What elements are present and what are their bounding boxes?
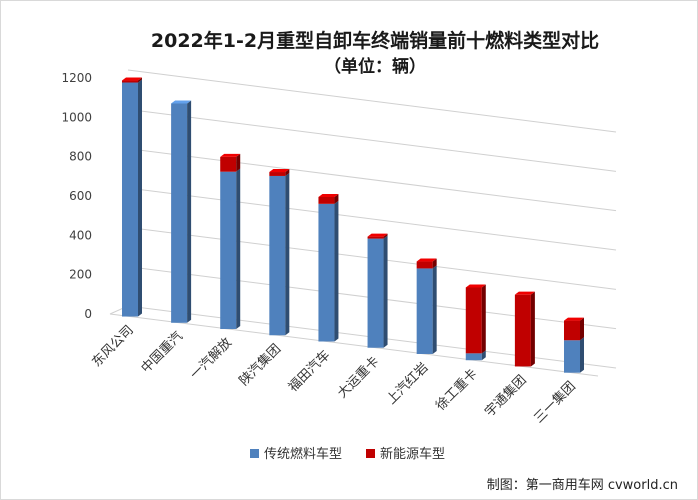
category-label: 徐工重卡 [433,366,481,414]
bar-segment [220,171,237,330]
bar-segment [367,236,384,239]
y-tick-label: 0 [84,307,92,321]
bar-group [416,258,437,354]
legend-label: 传统燃料车型 [264,446,342,462]
bar-group [465,284,486,361]
category-label: 大运重卡 [334,353,382,401]
bar-segment-side [481,350,486,361]
y-tick-label: 600 [69,189,92,203]
category-label: 上汽红岩 [383,359,431,407]
bar-segment [514,294,531,367]
legend-label: 新能源车型 [380,446,445,462]
bar-group [514,291,535,367]
bar-segment-side [580,337,584,373]
bar-segment-side [334,200,339,342]
y-tick-label: 800 [69,150,92,164]
bar-group [269,169,290,336]
bar-top [416,258,437,262]
bar-top [465,284,486,288]
y-tick-label: 1000 [61,110,92,124]
bar-segment [318,196,335,204]
chart-title: 2022年1-2月重型自卸车终端销量前十燃料类型对比 [151,29,599,52]
bar-segment [564,340,580,373]
bar-top [269,169,290,173]
bar-segment [122,82,138,317]
bar-top [122,77,142,81]
category-label: 东风公司 [89,323,136,370]
gridline [127,187,617,251]
category-label: 中国重汽 [138,328,186,376]
bar-top [514,291,535,295]
bars [122,77,584,373]
bar-segment-side [432,265,437,354]
bar-segment-side [580,317,584,341]
bar-top [318,193,339,197]
bar-segment-side [236,168,241,330]
bar-group [220,153,241,330]
y-tick-label: 1200 [61,71,92,85]
bar-segment-side [138,79,142,317]
bar-group [564,317,584,373]
bar-segment-side [187,100,192,323]
source-credit: 制图：第一商用车网 cvworld.cn [486,478,678,493]
category-label: 三一集团 [531,378,579,426]
legend: 传统燃料车型 新能源车型 [250,446,445,462]
bar-segment-side [138,77,142,83]
bar-segment [318,203,335,342]
bar-segment-side [432,258,437,269]
bar-segment [564,320,580,341]
bar-top [171,100,192,104]
bar-group [367,233,388,348]
bar-segment-side [383,235,388,348]
bar-top [367,233,388,237]
bar-segment [171,103,188,323]
y-axis: 0 200 400 600 800 1000 1200 [61,71,92,321]
bar-segment-side [285,172,290,336]
bar-segment-side [236,153,241,172]
category-label: 福田汽车 [285,347,333,395]
bar-segment [416,268,433,354]
bar-segment-side [530,291,535,367]
bar-top [564,317,584,321]
category-label: 宇通集团 [482,372,530,420]
bar-segment [465,287,482,354]
bar-segment-side [481,284,486,354]
bar-top [220,153,241,157]
bar-group [171,100,192,323]
gridline [127,148,617,212]
chart-subtitle: （单位：辆） [324,56,426,77]
bar-segment [122,80,138,83]
legend-swatch [250,449,259,458]
legend-swatch [366,449,375,458]
y-tick-label: 400 [69,228,92,242]
gridline [127,69,617,133]
bar-segment [220,156,237,172]
category-label: 一汽解放 [188,335,235,382]
bar-group [318,193,339,342]
bar-segment-side [334,193,339,204]
bar-segment [269,175,286,336]
bar-segment [416,261,433,269]
y-tick-label: 200 [69,268,92,282]
bar-segment-side [285,169,290,176]
bar-segment [269,172,286,176]
category-label: 陕汽集团 [236,341,284,389]
gridline [127,108,617,172]
bar-segment [367,238,384,348]
bar-group [122,77,142,317]
bar-segment-side [383,233,388,239]
bar-segment [465,353,482,361]
